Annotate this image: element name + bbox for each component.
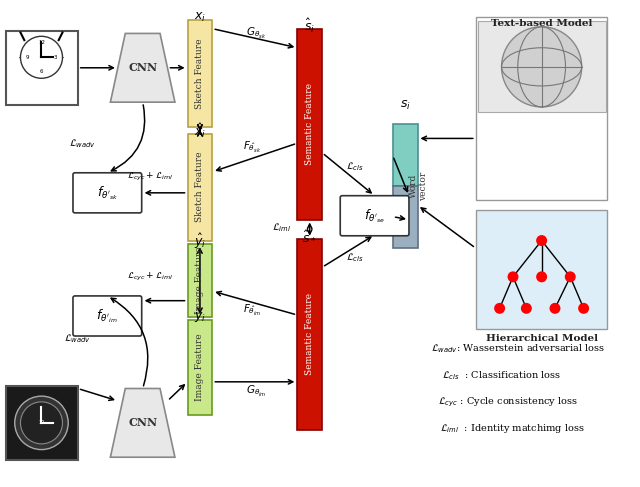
FancyArrowPatch shape [111,298,148,386]
Text: $y_i$: $y_i$ [194,310,206,324]
Circle shape [579,303,588,313]
Text: $\hat{s}_*$: $\hat{s}_*$ [303,229,317,243]
Circle shape [566,272,575,281]
Bar [188,244,212,317]
Text: $\mathcal{L}_{wadv}$: $\mathcal{L}_{wadv}$ [64,333,92,345]
Text: Sketch Feature: Sketch Feature [195,152,204,223]
Text: Text-based Model: Text-based Model [491,19,592,28]
Text: 12: 12 [38,420,45,425]
Text: $s_i$: $s_i$ [400,98,411,112]
FancyBboxPatch shape [340,196,409,236]
Text: $\hat{y}_i$: $\hat{y}_i$ [194,232,206,251]
Text: $\mathcal{L}_{wadv}$: $\mathcal{L}_{wadv}$ [69,137,96,150]
Circle shape [522,303,531,313]
Text: 6: 6 [40,69,44,74]
Text: $F_{\hat{\theta}_{im}}$: $F_{\hat{\theta}_{im}}$ [243,303,262,318]
Bar [188,20,212,127]
Bar [476,17,607,201]
Text: $\mathcal{L}_{iml}$: $\mathcal{L}_{iml}$ [273,221,292,234]
FancyBboxPatch shape [73,296,141,336]
Text: Image Feature: Image Feature [195,334,204,401]
Text: Semantic Feature: Semantic Feature [305,293,314,375]
Text: $F_{\hat{\theta}_{sk}}$: $F_{\hat{\theta}_{sk}}$ [243,140,262,155]
Text: Sketch Feature: Sketch Feature [195,38,204,109]
Text: 9: 9 [26,55,29,60]
Bar [393,186,417,248]
Bar [188,320,212,415]
Bar [297,29,322,220]
Text: $f_{\theta'_{sk}}$: $f_{\theta'_{sk}}$ [97,184,118,202]
Text: $\hat{s}_i$: $\hat{s}_i$ [304,17,315,35]
Circle shape [537,236,547,245]
Text: Word
vector: Word vector [409,171,428,201]
Text: $\mathcal{L}_{cls}$: $\mathcal{L}_{cls}$ [346,251,364,264]
Text: Semantic Feature: Semantic Feature [305,83,314,165]
Text: $\mathcal{L}_{cyc}+\mathcal{L}_{iml}$: $\mathcal{L}_{cyc}+\mathcal{L}_{iml}$ [127,271,173,283]
Circle shape [550,303,560,313]
Text: $f_{\theta'_{im}}$: $f_{\theta'_{im}}$ [97,307,118,325]
Text: CNN: CNN [128,62,157,73]
Text: $G_{\theta_{sk}}$: $G_{\theta_{sk}}$ [246,26,266,41]
Polygon shape [110,34,175,102]
Circle shape [502,27,582,107]
Text: $x_i$: $x_i$ [194,11,206,24]
Circle shape [537,272,547,281]
Text: $\mathcal{L}_{iml}$  : Identity matchimg loss: $\mathcal{L}_{iml}$ : Identity matchimg … [440,422,585,435]
Bar [188,133,212,241]
FancyBboxPatch shape [73,173,141,213]
Text: $G_{\theta_{im}}$: $G_{\theta_{im}}$ [246,384,266,399]
Text: $\mathcal{L}_{cyc}$ : Cycle consistency loss: $\mathcal{L}_{cyc}$ : Cycle consistency … [438,395,577,409]
Text: $\hat{x}_i$: $\hat{x}_i$ [194,122,206,140]
Text: Image Feature: Image Feature [195,247,204,315]
Text: Hierarchical Model: Hierarchical Model [486,335,598,343]
Text: 3: 3 [54,55,58,60]
Text: $\mathcal{L}_{wadv}$: Wasserstein adversarial loss: $\mathcal{L}_{wadv}$: Wasserstein advers… [431,342,605,355]
Circle shape [495,303,504,313]
Text: 12: 12 [38,40,45,45]
Text: CNN: CNN [128,417,157,429]
Bar [297,239,322,430]
Polygon shape [110,389,175,457]
Circle shape [20,37,63,78]
Bar [476,210,607,329]
Text: $\mathcal{L}_{cls}$: $\mathcal{L}_{cls}$ [346,161,364,173]
Text: $\mathcal{L}_{cyc}+\mathcal{L}_{iml}$: $\mathcal{L}_{cyc}+\mathcal{L}_{iml}$ [127,170,173,183]
Circle shape [508,272,518,281]
Bar [6,386,77,460]
Bar [477,21,605,112]
Circle shape [20,402,63,444]
Text: $f_{\theta'_{se}}$: $f_{\theta'_{se}}$ [364,207,385,225]
Bar [393,124,417,186]
Circle shape [15,396,68,450]
FancyArrowPatch shape [111,105,145,171]
Bar [6,31,77,105]
Text: $\mathcal{L}_{cls}$  : Classification loss: $\mathcal{L}_{cls}$ : Classification los… [442,369,562,381]
